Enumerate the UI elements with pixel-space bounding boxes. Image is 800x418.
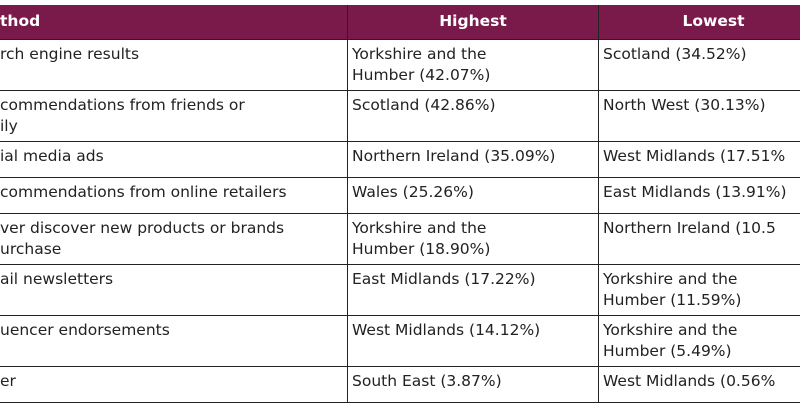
- method-cell: rch engine results: [0, 45, 140, 63]
- region-cell: West Midlands (14.12%): [347, 316, 598, 366]
- method-cell: er: [0, 372, 16, 390]
- region-cell: Yorkshire and the Humber (11.59%): [598, 265, 800, 315]
- table-row: commendations from friends or ily Scotlan…: [0, 91, 800, 142]
- region-cell: Yorkshire and the Humber (5.49%): [598, 316, 800, 366]
- header-row: thod Highest Lowest: [0, 5, 800, 40]
- table-row: rch engine results Yorkshire and the Humb…: [0, 40, 800, 91]
- method-cell: commendations from friends or ily: [0, 96, 245, 135]
- comparison-table: thod Highest Lowest rch engine results Yorks…: [0, 5, 800, 403]
- header-cell: thod: [0, 12, 41, 30]
- region-cell: West Midlands (17.51%: [598, 142, 800, 177]
- region-cell: East Midlands (13.91%): [598, 178, 800, 213]
- region-cell: Wales (25.26%): [347, 178, 598, 213]
- table-row: ver discover new products or brands urch…: [0, 214, 800, 265]
- region-cell: East Midlands (17.22%): [347, 265, 598, 315]
- method-cell: commendations from online retailers: [0, 183, 287, 201]
- region-cell: Northern Ireland (10.5: [598, 214, 800, 264]
- method-cell: uencer endorsements: [0, 321, 170, 339]
- region-cell: Yorkshire and the Humber (42.07%): [347, 40, 598, 90]
- region-cell: South East (3.87%): [347, 367, 598, 402]
- header-cell: Lowest: [598, 5, 800, 39]
- method-cell: ial media ads: [0, 147, 104, 165]
- method-cell: ver discover new products or brands urch…: [0, 219, 285, 258]
- table-row: ial media ads Northern Ireland (35.09%) We…: [0, 142, 800, 178]
- region-cell: Northern Ireland (35.09%): [347, 142, 598, 177]
- region-cell: North West (30.13%): [598, 91, 800, 141]
- region-cell: Scotland (34.52%): [598, 40, 800, 90]
- region-cell: West Midlands (0.56%: [598, 367, 800, 402]
- table-row: commendations from online retailers Wales…: [0, 178, 800, 214]
- region-cell: Scotland (42.86%): [347, 91, 598, 141]
- table-row: er South East (3.87%) West Midlands (0.56%: [0, 367, 800, 403]
- region-cell: Yorkshire and the Humber (18.90%): [347, 214, 598, 264]
- table-row: ail newsletters East Midlands (17.22%) Yor…: [0, 265, 800, 316]
- table-row: uencer endorsements West Midlands (14.12%…: [0, 316, 800, 367]
- header-cell: Highest: [347, 5, 598, 39]
- method-cell: ail newsletters: [0, 270, 114, 288]
